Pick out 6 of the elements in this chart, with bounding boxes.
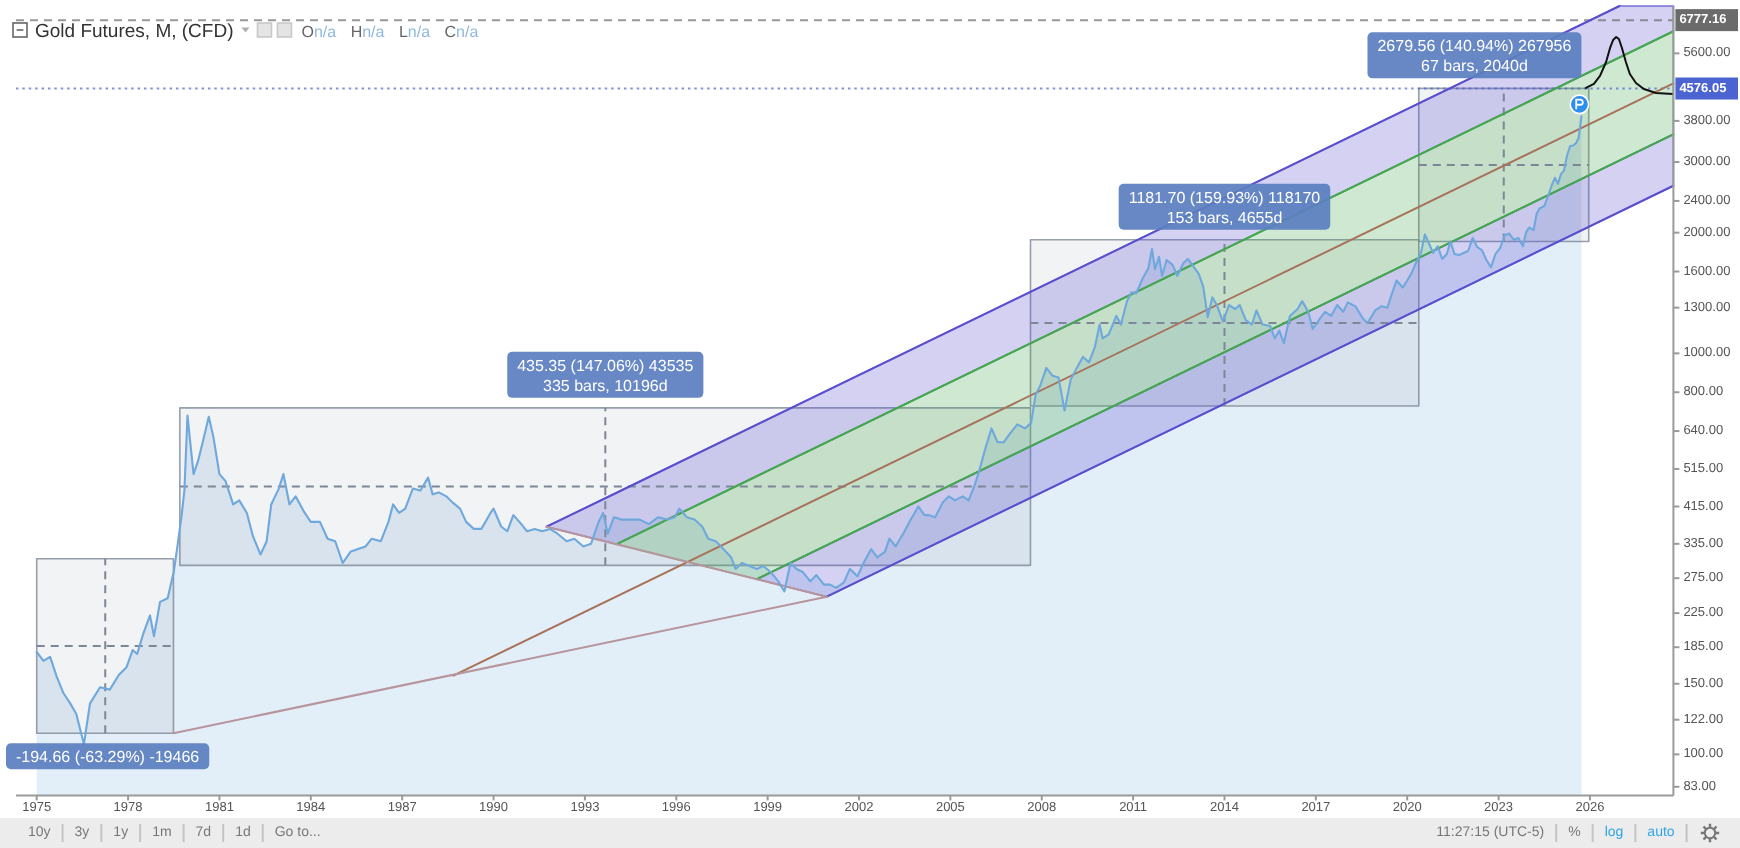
text: On/a Hn/a Ln/a Cn/a xyxy=(301,22,480,41)
annotation: 1181.70 (159.93%) 118170 153 bars, 4655d xyxy=(1128,188,1322,227)
annotation: 2679.56 (140.94%) 267956 67 bars, 2040d xyxy=(1377,37,1573,76)
annotation: 435.35 (147.06%) 43535 335 bars, 10196d xyxy=(517,356,695,395)
text: Gold Futures, M, (CFD) xyxy=(35,21,234,44)
annotation: -194.66 (-63.29%) -19466 xyxy=(15,748,201,767)
